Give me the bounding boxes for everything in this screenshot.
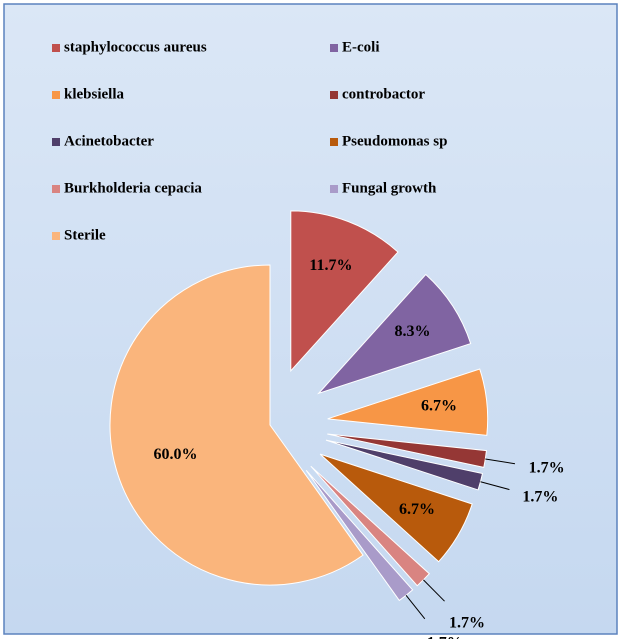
- leader-line: [405, 595, 426, 620]
- legend-label: Burkholderia cepacia: [64, 180, 202, 196]
- legend-swatch: [52, 185, 60, 193]
- data-label: 1.7%: [529, 459, 565, 476]
- legend-label: E-coli: [342, 39, 380, 55]
- pie-slice: [327, 433, 487, 469]
- pie-slice: [327, 368, 489, 436]
- pie-slice: [319, 453, 473, 563]
- data-label: 6.7%: [399, 501, 435, 518]
- legend-swatch: [52, 44, 60, 52]
- pie-slice: [290, 210, 399, 373]
- legend-swatch: [52, 138, 60, 146]
- legend-label: Fungal growth: [342, 180, 437, 196]
- data-label: 6.7%: [421, 398, 457, 415]
- legend-label: Pseudomonas sp: [342, 133, 447, 149]
- legend-swatch: [330, 138, 338, 146]
- pie-slice: [109, 264, 364, 586]
- leader-line: [485, 458, 516, 465]
- legend-swatch: [330, 91, 338, 99]
- pie-slice: [310, 465, 431, 587]
- legend-swatch: [330, 44, 338, 52]
- leader-line: [423, 579, 445, 602]
- data-label: 1.7%: [427, 634, 463, 639]
- pie-slice: [316, 273, 472, 395]
- data-label: 8.3%: [394, 323, 430, 340]
- legend-label: klebsiella: [64, 86, 125, 102]
- data-label: 60.0%: [154, 446, 198, 463]
- legend-swatch: [330, 185, 338, 193]
- legend-swatch: [52, 91, 60, 99]
- legend-label: Acinetobacter: [64, 133, 154, 149]
- data-label: 11.7%: [309, 257, 352, 274]
- leader-line: [480, 481, 510, 491]
- data-label: 1.7%: [522, 489, 558, 506]
- legend-label: staphylococcus aureus: [64, 39, 207, 55]
- legend-label: Sterile: [64, 227, 106, 243]
- data-label: 1.7%: [449, 615, 485, 632]
- legend-swatch: [52, 232, 60, 240]
- legend-label: controbactor: [342, 86, 425, 102]
